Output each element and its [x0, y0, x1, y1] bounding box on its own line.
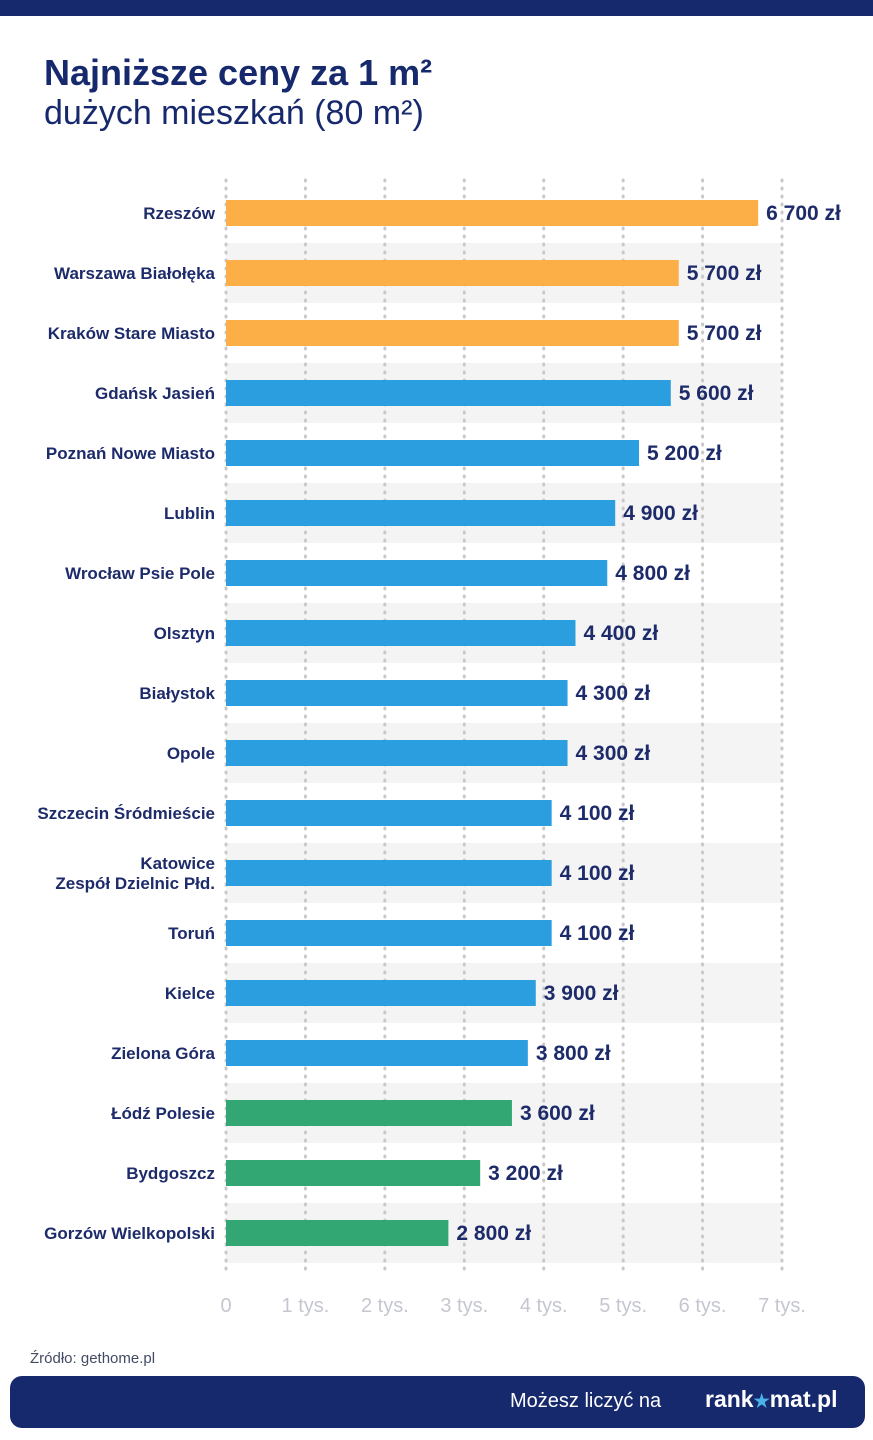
value-label: 4 300 zł	[576, 742, 651, 765]
brand-logo[interactable]: rank★mat.pl	[705, 1386, 837, 1413]
category-label: Bydgoszcz	[126, 1164, 215, 1183]
top-bar	[0, 0, 873, 16]
value-label: 3 800 zł	[536, 1042, 611, 1065]
category-label: Poznań Nowe Miasto	[46, 444, 215, 463]
value-label: 2 800 zł	[456, 1222, 531, 1245]
bar	[226, 1100, 512, 1126]
value-label: 5 200 zł	[647, 442, 722, 465]
x-tick-label: 7 tys.	[758, 1295, 806, 1317]
category-label: Rzeszów	[143, 204, 216, 223]
x-tick-label: 6 tys.	[679, 1295, 727, 1317]
value-label: 5 600 zł	[679, 382, 754, 405]
bar	[226, 800, 552, 826]
category-label: Olsztyn	[154, 624, 215, 643]
value-label: 4 100 zł	[560, 862, 635, 885]
value-label: 4 900 zł	[623, 502, 698, 525]
logo-text-rank: rank	[705, 1386, 754, 1412]
bar	[226, 980, 536, 1006]
category-label: Kielce	[165, 984, 215, 1003]
bar	[226, 1160, 481, 1186]
category-label: Białystok	[139, 684, 215, 703]
category-label: Wrocław Psie Pole	[65, 564, 215, 583]
bar	[226, 620, 576, 646]
logo-text-mat: mat.pl	[769, 1386, 838, 1412]
bar	[226, 920, 552, 946]
bar	[226, 200, 759, 226]
chart-subtitle: dużych mieszkań (80 m²)	[44, 94, 424, 132]
bar	[226, 740, 568, 766]
category-label: Gorzów Wielkopolski	[44, 1224, 215, 1243]
value-label: 4 300 zł	[576, 682, 651, 705]
bar	[226, 1220, 449, 1246]
bar	[226, 440, 640, 466]
bar	[226, 680, 568, 706]
bar	[226, 380, 671, 406]
x-tick-label: 3 tys.	[440, 1295, 488, 1317]
bar	[226, 1040, 528, 1066]
value-label: 3 200 zł	[488, 1162, 563, 1185]
value-label: 4 400 zł	[583, 622, 658, 645]
category-label: Warszawa Białołęka	[54, 264, 215, 283]
category-label: Gdańsk Jasień	[95, 384, 215, 403]
bar	[226, 320, 679, 346]
value-label: 4 800 zł	[615, 562, 690, 585]
value-label: 4 100 zł	[560, 802, 635, 825]
value-label: 3 900 zł	[544, 982, 619, 1005]
x-tick-label: 2 tys.	[361, 1295, 409, 1317]
footer-banner: Możesz liczyć na rank★mat.pl	[10, 1376, 865, 1428]
value-label: 3 600 zł	[520, 1102, 595, 1125]
value-label: 6 700 zł	[766, 202, 841, 225]
bar	[226, 500, 616, 526]
category-label: Lublin	[164, 504, 215, 523]
star-icon: ★	[753, 1391, 770, 1411]
footer-tagline: Możesz liczyć na	[510, 1390, 662, 1412]
category-label: Łódź Polesie	[111, 1104, 215, 1123]
category-label: Zielona Góra	[111, 1044, 215, 1063]
x-tick-label: 1 tys.	[282, 1295, 330, 1317]
category-label: Toruń	[168, 924, 215, 943]
value-label: 5 700 zł	[687, 262, 762, 285]
x-tick-label: 0	[220, 1295, 231, 1317]
value-label: 4 100 zł	[560, 922, 635, 945]
bar	[226, 260, 679, 286]
category-label: Szczecin Śródmieście	[37, 804, 215, 823]
category-label: Opole	[167, 744, 215, 763]
bar-chart: 0 1 tys. 2 tys. 3 tys. 4 tys. 5 tys. 6 tys. 7 t…	[37, 178, 841, 1317]
x-tick-label: 5 tys.	[599, 1295, 647, 1317]
chart-title: Najniższe ceny za 1 m²	[44, 52, 433, 93]
category-label: Kraków Stare Miasto	[48, 324, 215, 343]
source-note: Źródło: gethome.pl	[30, 1350, 156, 1367]
bar	[226, 860, 552, 886]
bar	[226, 560, 608, 586]
x-tick-label: 4 tys.	[520, 1295, 568, 1317]
category-label: Katowice Zespół Dzielnic Płd.	[55, 854, 215, 893]
value-label: 5 700 zł	[687, 322, 762, 345]
